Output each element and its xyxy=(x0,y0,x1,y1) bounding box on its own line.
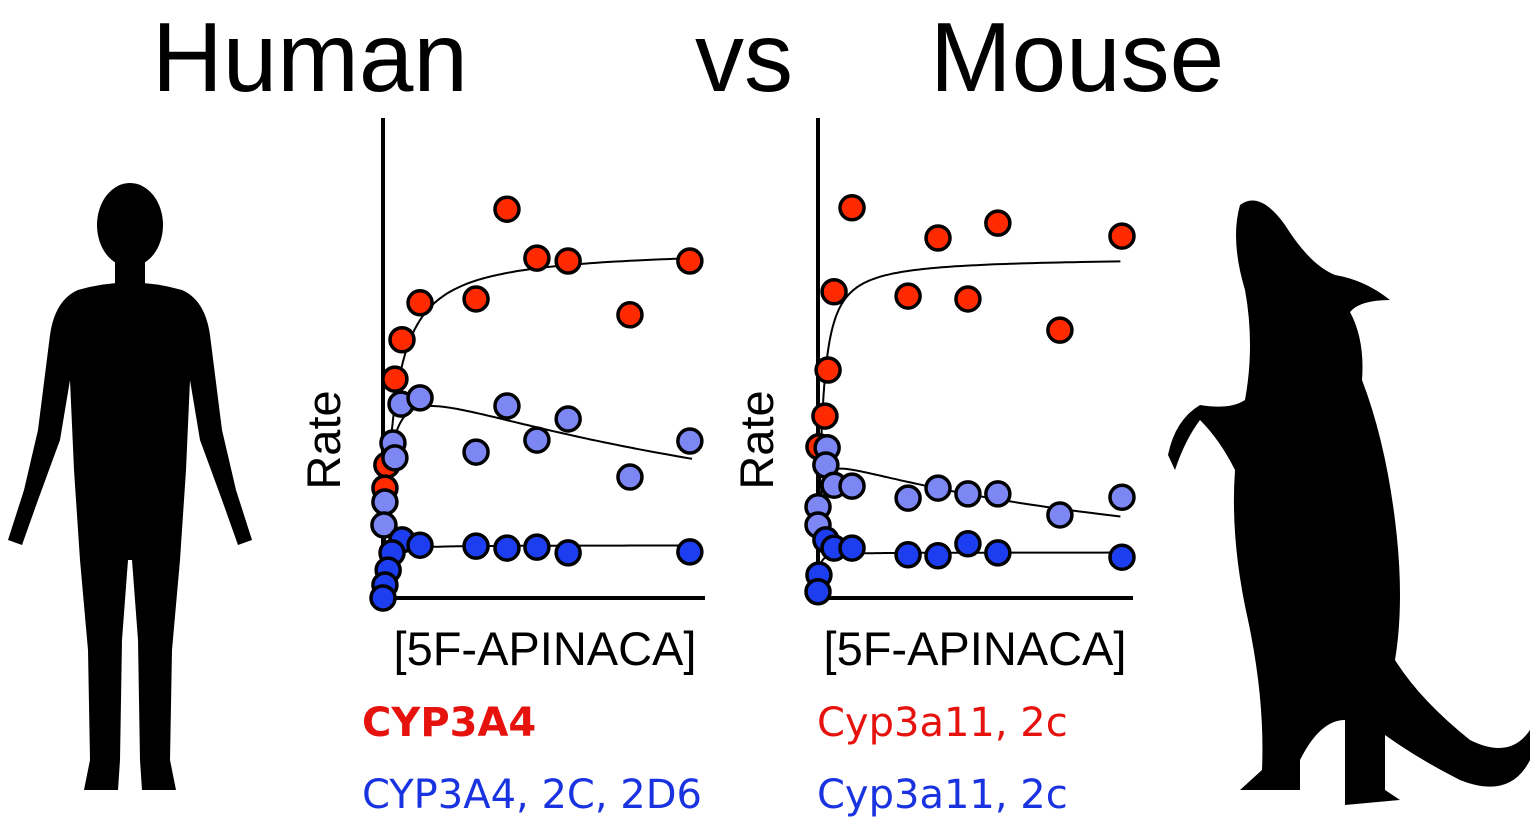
data-point-series-1 xyxy=(371,488,399,516)
data-point-series-1 xyxy=(370,511,398,539)
data-point-series-1 xyxy=(894,484,922,512)
data-point-series-2 xyxy=(924,542,952,570)
y-axis-label: Rate xyxy=(297,390,350,489)
data-point-series-1 xyxy=(616,463,644,491)
data-point-series-0 xyxy=(1108,222,1136,250)
data-point-series-2 xyxy=(838,534,866,562)
data-point-series-0 xyxy=(616,301,644,329)
chart-mouse: Rate [5F-APINACA] xyxy=(730,118,1136,675)
data-point-series-2 xyxy=(554,539,582,567)
data-point-series-1 xyxy=(1046,501,1074,529)
data-point-series-0 xyxy=(676,247,704,275)
data-point-series-2 xyxy=(804,578,832,606)
data-point-series-1 xyxy=(381,444,409,472)
legend-mouse-red: Cyp3a11, 2c xyxy=(817,700,1068,746)
mouse-silhouette-icon xyxy=(1168,200,1530,805)
data-point-series-0 xyxy=(984,209,1012,237)
fit-curve-2 xyxy=(817,551,1121,596)
data-point-series-0 xyxy=(523,244,551,272)
data-point-series-0 xyxy=(406,289,434,317)
data-point-series-0 xyxy=(814,356,842,384)
data-point-series-2 xyxy=(984,539,1012,567)
data-point-series-0 xyxy=(462,285,490,313)
data-point-series-2 xyxy=(369,584,397,612)
human-silhouette-icon xyxy=(8,183,252,790)
legend-human-red: CYP3A4 xyxy=(362,700,537,746)
legend-human-blue: CYP3A4, 2C, 2D6 xyxy=(362,772,702,818)
data-point-series-0 xyxy=(493,195,521,223)
data-point-series-1 xyxy=(523,426,551,454)
chart-human: Rate [5F-APINACA] xyxy=(297,118,705,675)
x-axis-label: [5F-APINACA] xyxy=(394,622,697,675)
data-point-series-0 xyxy=(820,278,848,306)
data-point-series-1 xyxy=(838,472,866,500)
data-point-series-0 xyxy=(894,282,922,310)
data-point-series-0 xyxy=(954,285,982,313)
data-point-series-1 xyxy=(493,392,521,420)
data-point-series-0 xyxy=(811,402,839,430)
data-point-series-1 xyxy=(406,384,434,412)
data-point-series-2 xyxy=(894,541,922,569)
data-point-series-2 xyxy=(1108,543,1136,571)
data-point-series-1 xyxy=(676,427,704,455)
x-axis-label: [5F-APINACA] xyxy=(824,622,1127,675)
y-axis-label: Rate xyxy=(730,390,783,489)
data-point-series-0 xyxy=(1046,316,1074,344)
data-point-series-2 xyxy=(676,538,704,566)
data-point-series-0 xyxy=(924,224,952,252)
data-point-series-1 xyxy=(954,480,982,508)
data-point-series-1 xyxy=(984,480,1012,508)
data-point-series-1 xyxy=(924,474,952,502)
data-point-series-2 xyxy=(493,534,521,562)
title-mouse: Mouse xyxy=(930,2,1225,112)
data-point-series-2 xyxy=(462,532,490,560)
title-vs: vs xyxy=(695,2,793,112)
data-point-series-1 xyxy=(554,405,582,433)
data-point-series-1 xyxy=(462,438,490,466)
data-point-series-2 xyxy=(523,533,551,561)
data-point-series-1 xyxy=(1108,483,1136,511)
data-point-series-2 xyxy=(954,530,982,558)
legend-mouse-blue: Cyp3a11, 2c xyxy=(817,772,1068,818)
data-point-series-0 xyxy=(554,247,582,275)
title-human: Human xyxy=(152,2,468,112)
data-point-series-2 xyxy=(406,531,434,559)
data-point-series-0 xyxy=(381,365,409,393)
data-point-series-0 xyxy=(838,194,866,222)
data-point-series-0 xyxy=(388,326,416,354)
